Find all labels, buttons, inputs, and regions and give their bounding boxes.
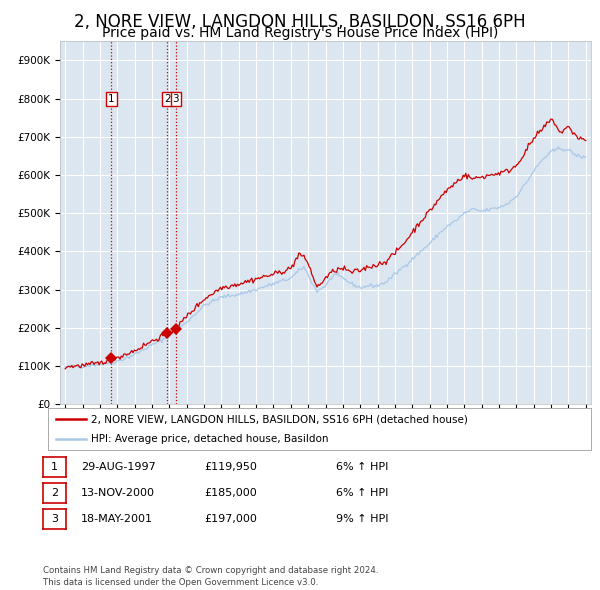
Text: 2, NORE VIEW, LANGDON HILLS, BASILDON, SS16 6PH: 2, NORE VIEW, LANGDON HILLS, BASILDON, S… bbox=[74, 13, 526, 31]
Text: HPI: Average price, detached house, Basildon: HPI: Average price, detached house, Basi… bbox=[91, 434, 329, 444]
Text: Price paid vs. HM Land Registry's House Price Index (HPI): Price paid vs. HM Land Registry's House … bbox=[102, 26, 498, 40]
Text: 2: 2 bbox=[51, 488, 58, 498]
Text: 18-MAY-2001: 18-MAY-2001 bbox=[81, 514, 153, 524]
Text: 6% ↑ HPI: 6% ↑ HPI bbox=[336, 488, 388, 498]
Text: 29-AUG-1997: 29-AUG-1997 bbox=[81, 462, 156, 472]
Text: 13-NOV-2000: 13-NOV-2000 bbox=[81, 488, 155, 498]
Text: 1: 1 bbox=[108, 94, 115, 104]
Text: £185,000: £185,000 bbox=[204, 488, 257, 498]
Text: 3: 3 bbox=[173, 94, 179, 104]
Text: 6% ↑ HPI: 6% ↑ HPI bbox=[336, 462, 388, 472]
Text: 2, NORE VIEW, LANGDON HILLS, BASILDON, SS16 6PH (detached house): 2, NORE VIEW, LANGDON HILLS, BASILDON, S… bbox=[91, 414, 469, 424]
Text: 3: 3 bbox=[51, 514, 58, 524]
Text: 2: 2 bbox=[164, 94, 170, 104]
Text: Contains HM Land Registry data © Crown copyright and database right 2024.
This d: Contains HM Land Registry data © Crown c… bbox=[43, 566, 379, 587]
Text: 9% ↑ HPI: 9% ↑ HPI bbox=[336, 514, 389, 524]
Text: 1: 1 bbox=[51, 462, 58, 472]
Text: £197,000: £197,000 bbox=[204, 514, 257, 524]
Text: £119,950: £119,950 bbox=[204, 462, 257, 472]
